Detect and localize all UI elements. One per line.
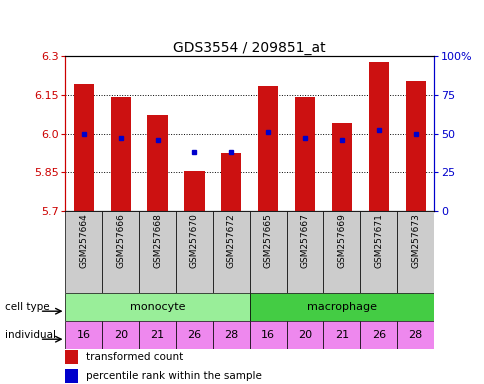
Bar (102, 321, 139, 349)
Bar (396, 321, 433, 349)
Text: 21: 21 (150, 330, 165, 340)
Bar (360, 211, 396, 293)
Bar (65, 321, 102, 349)
Bar (65, 369, 78, 382)
Bar (257, 86, 278, 211)
Text: GSM257671: GSM257671 (374, 214, 382, 268)
Bar (360, 321, 396, 349)
Text: GSM257669: GSM257669 (337, 214, 346, 268)
Bar (221, 153, 241, 211)
Bar (396, 211, 433, 293)
Text: percentile rank within the sample: percentile rank within the sample (86, 371, 261, 381)
Text: GSM257673: GSM257673 (410, 214, 419, 268)
Text: 26: 26 (371, 330, 385, 340)
Title: GDS3554 / 209851_at: GDS3554 / 209851_at (173, 41, 325, 55)
Text: 20: 20 (297, 330, 312, 340)
Text: GSM257664: GSM257664 (79, 214, 88, 268)
Text: 21: 21 (334, 330, 348, 340)
Bar (176, 321, 212, 349)
Bar (212, 211, 249, 293)
Bar (323, 211, 360, 293)
Bar (286, 321, 323, 349)
Bar (102, 211, 139, 293)
Text: GSM257667: GSM257667 (300, 214, 309, 268)
Text: transformed count: transformed count (86, 352, 182, 362)
Text: GSM257672: GSM257672 (227, 214, 235, 268)
Bar (212, 321, 249, 349)
Bar (139, 211, 176, 293)
Bar (110, 97, 131, 211)
Bar (286, 211, 323, 293)
Text: GSM257665: GSM257665 (263, 214, 272, 268)
Bar (139, 321, 176, 349)
Bar (65, 293, 249, 321)
Bar (184, 171, 204, 211)
Bar (147, 116, 167, 211)
Bar (249, 293, 433, 321)
Bar (74, 84, 94, 211)
Bar (368, 63, 388, 211)
Text: 20: 20 (113, 330, 128, 340)
Text: 26: 26 (187, 330, 201, 340)
Bar (294, 97, 315, 211)
Text: GSM257670: GSM257670 (190, 214, 198, 268)
Bar (323, 321, 360, 349)
Text: GSM257666: GSM257666 (116, 214, 125, 268)
Bar (249, 211, 286, 293)
Text: monocyte: monocyte (130, 302, 185, 312)
Text: individual: individual (5, 330, 56, 340)
Text: cell type: cell type (5, 302, 49, 312)
Bar (176, 211, 212, 293)
Text: 16: 16 (77, 330, 91, 340)
Text: GSM257668: GSM257668 (153, 214, 162, 268)
Bar (65, 350, 78, 364)
Bar (65, 211, 102, 293)
Bar (331, 123, 351, 211)
Bar (405, 81, 425, 211)
Text: macrophage: macrophage (306, 302, 376, 312)
Text: 28: 28 (408, 330, 422, 340)
Text: 28: 28 (224, 330, 238, 340)
Text: 16: 16 (261, 330, 274, 340)
Bar (249, 321, 286, 349)
